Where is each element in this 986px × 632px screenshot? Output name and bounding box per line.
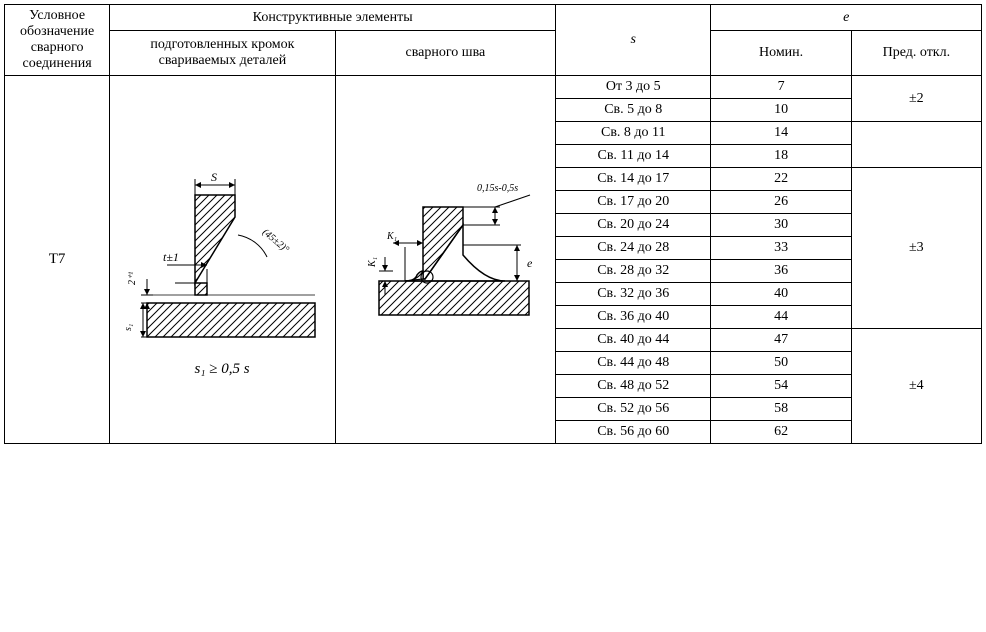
- label-K1-a: K₁: [386, 231, 397, 242]
- cell-s: Св. 5 до 8: [556, 99, 711, 122]
- cell-s: Св. 56 до 60: [556, 421, 711, 444]
- label-S: S: [211, 170, 217, 184]
- diagram-edge-cell: S t±1 (45±2)° 2⁺¹ s₁ s₁ ≥ 0,5 s: [110, 76, 335, 444]
- cell-nominal: 62: [711, 421, 851, 444]
- cell-tolerance: ±2: [851, 76, 981, 122]
- cell-nominal: 40: [711, 283, 851, 306]
- header-s: s: [556, 5, 711, 76]
- formula-text: s₁ ≥ 0,5 s: [195, 361, 250, 377]
- cell-s: Св. 40 до 44: [556, 329, 711, 352]
- cell-nominal: 44: [711, 306, 851, 329]
- cell-nominal: 47: [711, 329, 851, 352]
- cell-nominal: 54: [711, 375, 851, 398]
- header-nominal: Номин.: [711, 31, 851, 76]
- cell-tolerance: ±3: [851, 168, 981, 329]
- cell-s: Св. 28 до 32: [556, 260, 711, 283]
- cell-s: Св. 24 до 28: [556, 237, 711, 260]
- cell-s: От 3 до 5: [556, 76, 711, 99]
- cell-nominal: 18: [711, 145, 851, 168]
- cell-tolerance: ±4: [851, 329, 981, 444]
- diagram-edge-prep: S t±1 (45±2)° 2⁺¹ s₁ s₁ ≥ 0,5 s: [117, 135, 327, 385]
- cell-nominal: 50: [711, 352, 851, 375]
- weld-parameters-table: Условное обозначение сварного соединения…: [4, 4, 982, 444]
- cell-s: Св. 48 до 52: [556, 375, 711, 398]
- cell-nominal: 7: [711, 76, 851, 99]
- cell-nominal: 36: [711, 260, 851, 283]
- table-header: Условное обозначение сварного соединения…: [5, 5, 982, 76]
- cell-nominal: 10: [711, 99, 851, 122]
- label-t: t±1: [163, 250, 179, 264]
- cell-nominal: 22: [711, 168, 851, 191]
- diagram-weld-cell: 0,15s-0,5s K₁ K₁ e: [335, 76, 555, 444]
- cell-s: Св. 17 до 20: [556, 191, 711, 214]
- cell-tolerance: [851, 122, 981, 168]
- cell-nominal: 30: [711, 214, 851, 237]
- designation-cell: Т7: [5, 76, 110, 444]
- cell-s: Св. 32 до 36: [556, 283, 711, 306]
- table-body: Т7 S t±1 (45±2)° 2⁺¹ s₁ s₁ ≥ 0,5 s: [5, 76, 982, 444]
- header-edges: подготовленных кромок свариваемых детале…: [110, 31, 335, 76]
- cell-nominal: 58: [711, 398, 851, 421]
- label-gap: 2⁺¹: [127, 271, 138, 284]
- diagram-weld: 0,15s-0,5s K₁ K₁ e: [345, 175, 545, 345]
- cell-nominal: 26: [711, 191, 851, 214]
- label-s1: s₁: [123, 323, 134, 330]
- cell-s: Св. 14 до 17: [556, 168, 711, 191]
- cell-nominal: 33: [711, 237, 851, 260]
- label-dim: 0,15s-0,5s: [477, 183, 518, 194]
- cell-nominal: 14: [711, 122, 851, 145]
- cell-s: Св. 8 до 11: [556, 122, 711, 145]
- header-structural-elements: Конструктивные элементы: [110, 5, 556, 31]
- label-angle: (45±2)°: [260, 226, 291, 254]
- cell-s: Св. 52 до 56: [556, 398, 711, 421]
- header-designation: Условное обозначение сварного соединения: [5, 5, 110, 76]
- label-e: e: [527, 256, 533, 270]
- cell-s: Св. 44 до 48: [556, 352, 711, 375]
- cell-s: Св. 36 до 40: [556, 306, 711, 329]
- table-row: Т7 S t±1 (45±2)° 2⁺¹ s₁ s₁ ≥ 0,5 s: [5, 76, 982, 99]
- header-e: e: [711, 5, 982, 31]
- label-K1-b: K₁: [367, 256, 378, 267]
- cell-s: Св. 11 до 14: [556, 145, 711, 168]
- header-weld: сварного шва: [335, 31, 555, 76]
- cell-s: Св. 20 до 24: [556, 214, 711, 237]
- header-tolerance: Пред. откл.: [851, 31, 981, 76]
